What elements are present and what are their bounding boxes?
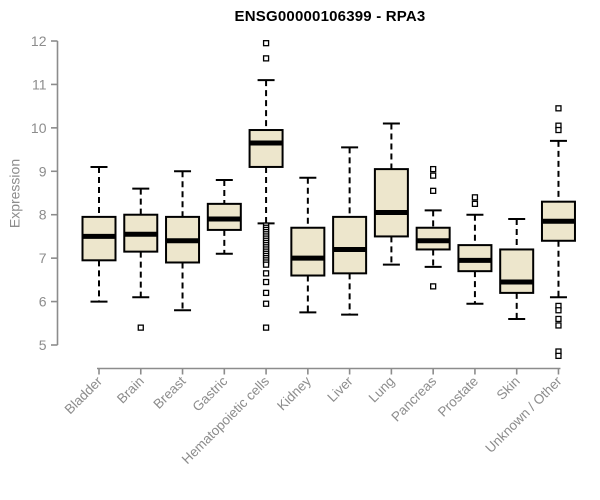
outlier-point [262, 55, 270, 62]
y-tick-label: 11 [32, 76, 47, 92]
outlier-point [262, 300, 270, 307]
x-tick-label-gastric: Gastric [190, 373, 231, 414]
y-tick-label: 7 [39, 250, 47, 266]
boxplot-unknown-other [540, 105, 576, 360]
x-tick-label-kidney: Kidney [274, 373, 314, 413]
boxplot-prostate [457, 194, 493, 305]
outlier-point [262, 324, 270, 331]
outlier-point [555, 307, 562, 314]
y-tick-label: 10 [31, 120, 47, 136]
x-tick-label-pancreas: Pancreas [388, 373, 439, 424]
x-tick-label-brain: Brain [114, 374, 147, 407]
outlier-point [262, 261, 270, 268]
outlier-point [430, 172, 437, 179]
boxplot-skin [499, 218, 535, 320]
boxplot-hematopoietic-cells [248, 40, 284, 331]
boxplot-liver [332, 146, 368, 316]
boxplot-brain [123, 187, 159, 331]
iqr-box [332, 215, 368, 275]
x-tick-label-liver: Liver [324, 373, 356, 405]
outlier-point [430, 187, 437, 194]
outlier-point [555, 105, 562, 112]
outlier-point [262, 270, 270, 277]
boxplot-breast [165, 170, 201, 312]
outlier-point [555, 126, 562, 134]
iqr-box [373, 168, 409, 238]
boxplot-lung [373, 122, 409, 266]
outlier-point [137, 324, 144, 331]
y-tick-label: 5 [39, 337, 47, 353]
outlier-point [555, 315, 562, 323]
outlier-point [430, 165, 437, 173]
outlier-point [430, 283, 437, 290]
x-tick-label-breast: Breast [150, 373, 188, 411]
outlier-point [471, 200, 479, 208]
x-tick-label-bladder: Bladder [62, 373, 106, 417]
y-tick-label: 12 [31, 33, 47, 49]
iqr-box [290, 226, 326, 277]
iqr-box [499, 248, 535, 294]
y-tick-label: 9 [39, 163, 47, 179]
outlier-point [555, 322, 562, 329]
outlier-point [262, 278, 270, 286]
boxplot-bladder [81, 165, 117, 303]
x-tick-label-prostate: Prostate [435, 374, 481, 420]
x-tick-label-skin: Skin [494, 374, 523, 403]
y-tick-label: 8 [39, 207, 47, 223]
x-tick-label-unknown-other: Unknown / Other [482, 373, 565, 456]
iqr-box [248, 129, 284, 168]
y-tick-label: 6 [39, 294, 47, 310]
outlier-point [262, 289, 270, 297]
chart-title: ENSG00000106399 - RPA3 [234, 8, 426, 25]
outlier-point [471, 194, 479, 201]
outlier-point [555, 352, 562, 360]
outlier-point [262, 40, 270, 47]
boxplot-kidney [290, 176, 326, 314]
x-tick-label-lung: Lung [366, 374, 398, 406]
boxplot-pancreas [415, 165, 451, 290]
boxplot-gastric [206, 178, 242, 255]
